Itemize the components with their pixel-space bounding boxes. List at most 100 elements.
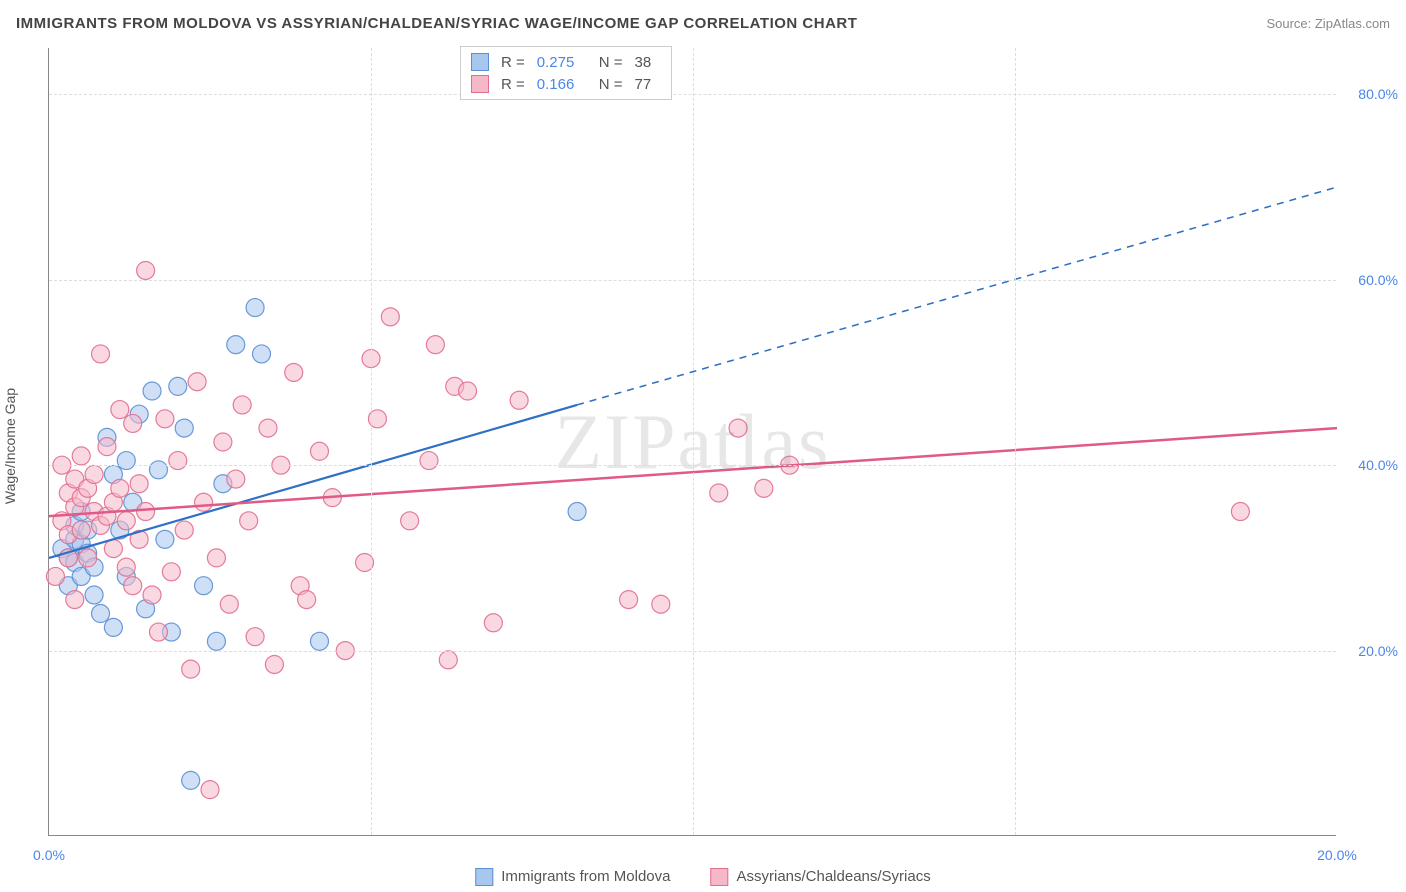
scatter-point [233,396,251,414]
gridline-v [693,48,694,835]
legend-label: Immigrants from Moldova [501,868,670,885]
scatter-point [755,479,773,497]
scatter-point [149,461,167,479]
scatter-point [92,605,110,623]
scatter-point [381,308,399,326]
trend-line-extrapolated [577,187,1337,405]
scatter-point [175,419,193,437]
y-tick-label: 80.0% [1344,86,1398,102]
scatter-point [156,530,174,548]
x-tick-label: 0.0% [33,847,65,863]
legend-swatch [710,868,728,886]
scatter-point [195,577,213,595]
scatter-point [246,299,264,317]
legend-swatch [471,75,489,93]
scatter-point [111,479,129,497]
scatter-point [182,771,200,789]
legend-label: Assyrians/Chaldeans/Syriacs [736,868,930,885]
scatter-point [124,577,142,595]
scatter-point [729,419,747,437]
x-tick-label: 20.0% [1317,847,1357,863]
scatter-point [298,591,316,609]
scatter-point [85,465,103,483]
scatter-point [111,401,129,419]
r-label: R = [501,54,525,71]
scatter-point [310,632,328,650]
scatter-point [652,595,670,613]
r-value: 0.275 [537,54,587,71]
scatter-point [214,433,232,451]
y-tick-label: 40.0% [1344,457,1398,473]
n-label: N = [599,76,623,93]
chart-title: IMMIGRANTS FROM MOLDOVA VS ASSYRIAN/CHAL… [16,15,857,32]
y-tick-label: 20.0% [1344,643,1398,659]
n-label: N = [599,54,623,71]
scatter-point [201,781,219,799]
legend-item: Assyrians/Chaldeans/Syriacs [710,868,930,886]
scatter-point [510,391,528,409]
plot-area: ZIPatlas 20.0%40.0%60.0%80.0%0.0%20.0% [48,48,1336,836]
scatter-point [439,651,457,669]
scatter-point [98,438,116,456]
scatter-point [169,377,187,395]
scatter-point [117,452,135,470]
r-label: R = [501,76,525,93]
scatter-point [195,493,213,511]
y-axis-label: Wage/Income Gap [2,388,18,504]
scatter-point [143,382,161,400]
scatter-point [420,452,438,470]
scatter-point [426,336,444,354]
legend-swatch [475,868,493,886]
scatter-point [130,475,148,493]
scatter-point [92,345,110,363]
scatter-point [265,655,283,673]
r-value: 0.166 [537,76,587,93]
scatter-point [246,628,264,646]
scatter-point [220,595,238,613]
scatter-point [85,586,103,604]
scatter-point [143,586,161,604]
scatter-point [182,660,200,678]
scatter-point [117,558,135,576]
scatter-point [568,503,586,521]
scatter-point [227,470,245,488]
rn-legend-row: R =0.166N =77 [471,73,661,95]
gridline-v [1015,48,1016,835]
scatter-point [620,591,638,609]
scatter-point [285,363,303,381]
scatter-point [484,614,502,632]
scatter-point [104,540,122,558]
n-value: 38 [635,54,661,71]
source-label: Source: ZipAtlas.com [1266,16,1390,31]
scatter-point [156,410,174,428]
scatter-point [207,549,225,567]
scatter-point [72,447,90,465]
scatter-point [259,419,277,437]
scatter-point [149,623,167,641]
scatter-point [137,261,155,279]
series-legend: Immigrants from Moldova Assyrians/Chaldea… [475,868,930,886]
scatter-point [207,632,225,650]
scatter-point [401,512,419,530]
rn-legend: R =0.275N =38R =0.166N =77 [460,46,672,100]
scatter-point [253,345,271,363]
scatter-point [117,512,135,530]
scatter-point [72,521,90,539]
scatter-point [46,567,64,585]
scatter-point [710,484,728,502]
gridline-v [371,48,372,835]
scatter-point [124,414,142,432]
scatter-point [310,442,328,460]
scatter-point [79,549,97,567]
scatter-point [137,503,155,521]
y-tick-label: 60.0% [1344,272,1398,288]
legend-swatch [471,53,489,71]
scatter-point [227,336,245,354]
scatter-point [104,618,122,636]
rn-legend-row: R = 0.275 N = 38 [471,51,661,73]
scatter-point [459,382,477,400]
scatter-point [1231,503,1249,521]
scatter-point [175,521,193,539]
scatter-point [240,512,258,530]
scatter-point [188,373,206,391]
